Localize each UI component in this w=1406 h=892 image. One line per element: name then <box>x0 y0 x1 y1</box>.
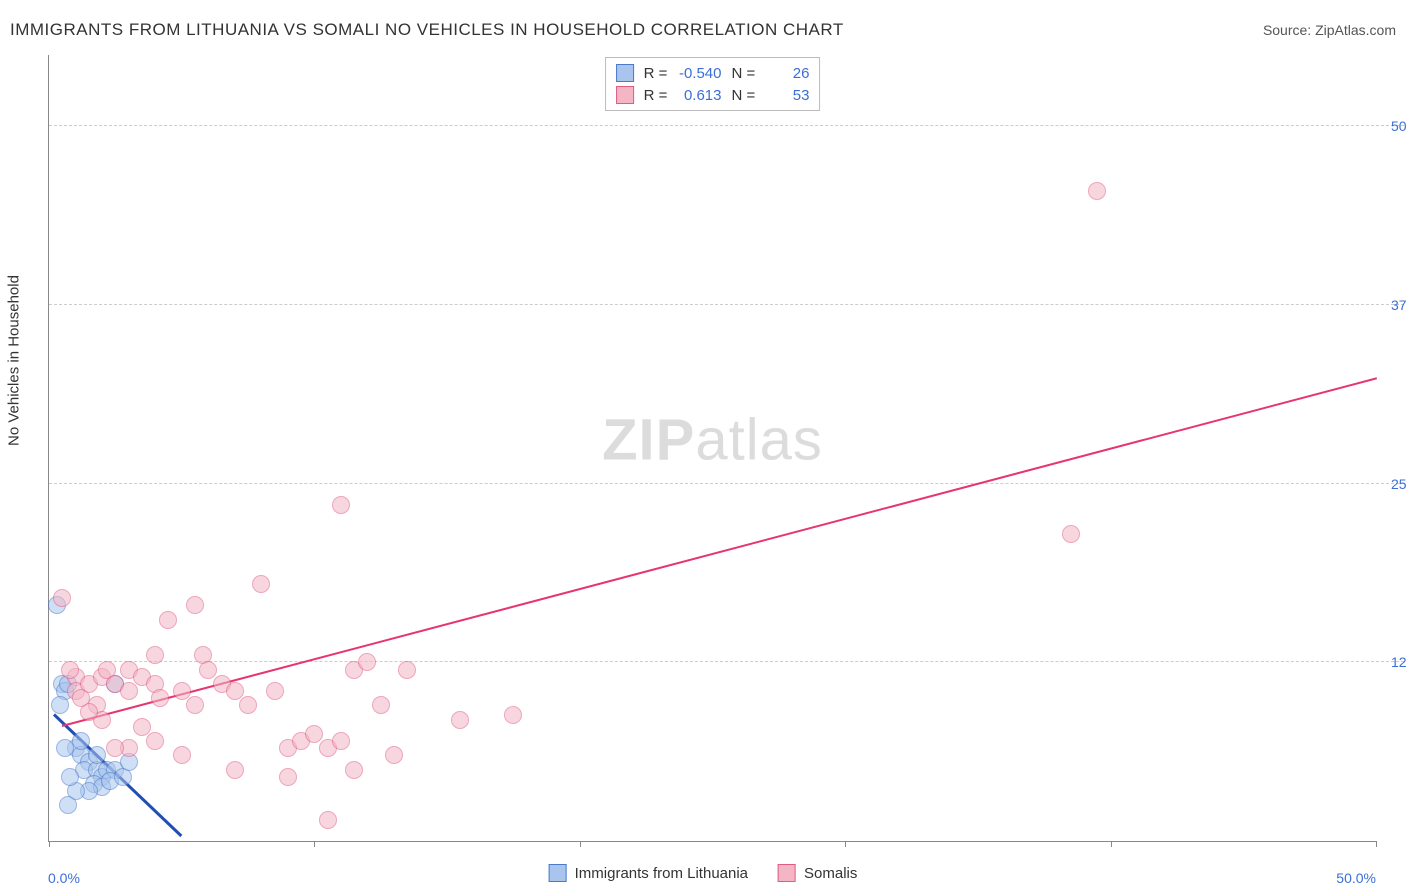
scatter-point <box>133 718 151 736</box>
legend-swatch <box>616 64 634 82</box>
scatter-point <box>146 646 164 664</box>
scatter-point <box>252 575 270 593</box>
scatter-point <box>451 711 469 729</box>
legend-correlation: R = -0.540 N = 26 R = 0.613 N = 53 <box>605 57 821 111</box>
scatter-point <box>146 732 164 750</box>
scatter-point <box>106 739 124 757</box>
legend-r: R = -0.540 <box>644 65 722 82</box>
x-tick <box>1111 841 1112 847</box>
scatter-point <box>186 596 204 614</box>
gridline <box>49 661 1404 662</box>
scatter-point <box>173 682 191 700</box>
scatter-point <box>51 696 69 714</box>
gridline <box>49 483 1404 484</box>
scatter-point <box>305 725 323 743</box>
scatter-point <box>345 761 363 779</box>
y-tick-label: 37.5% <box>1391 297 1406 313</box>
legend-row: R = -0.540 N = 26 <box>616 62 810 84</box>
legend-n: N = 26 <box>732 65 810 82</box>
scatter-point <box>199 661 217 679</box>
scatter-point <box>120 682 138 700</box>
gridline <box>49 125 1404 126</box>
scatter-point <box>1088 182 1106 200</box>
scatter-point <box>372 696 390 714</box>
legend-item: Somalis <box>778 864 857 882</box>
scatter-point <box>72 689 90 707</box>
scatter-point <box>53 589 71 607</box>
scatter-point <box>61 661 79 679</box>
scatter-point <box>398 661 416 679</box>
y-axis-title: No Vehicles in Household <box>6 275 23 446</box>
scatter-point <box>59 796 77 814</box>
x-tick <box>49 841 50 847</box>
legend-label: Immigrants from Lithuania <box>575 865 748 882</box>
chart-container: IMMIGRANTS FROM LITHUANIA VS SOMALI NO V… <box>0 0 1406 892</box>
scatter-point <box>226 682 244 700</box>
scatter-point <box>186 696 204 714</box>
legend-row: R = 0.613 N = 53 <box>616 84 810 106</box>
x-tick <box>580 841 581 847</box>
x-axis-max-label: 50.0% <box>1336 870 1376 886</box>
x-tick <box>845 841 846 847</box>
scatter-point <box>56 739 74 757</box>
scatter-point <box>319 811 337 829</box>
scatter-point <box>61 768 79 786</box>
y-tick-label: 25.0% <box>1391 476 1406 492</box>
watermark-bold: ZIP <box>602 408 695 473</box>
legend-r: R = 0.613 <box>644 87 722 104</box>
trend-line <box>62 377 1377 727</box>
scatter-point <box>226 761 244 779</box>
watermark-rest: atlas <box>695 408 823 473</box>
scatter-point <box>72 732 90 750</box>
scatter-point <box>88 746 106 764</box>
scatter-point <box>151 689 169 707</box>
y-tick-label: 12.5% <box>1391 654 1406 670</box>
legend-series: Immigrants from Lithuania Somalis <box>549 864 858 882</box>
x-tick <box>314 841 315 847</box>
scatter-point <box>1062 525 1080 543</box>
x-tick <box>1376 841 1377 847</box>
legend-label: Somalis <box>804 865 857 882</box>
y-tick-label: 50.0% <box>1391 118 1406 134</box>
scatter-point <box>504 706 522 724</box>
legend-swatch <box>778 864 796 882</box>
chart-title: IMMIGRANTS FROM LITHUANIA VS SOMALI NO V… <box>10 20 844 40</box>
legend-swatch <box>549 864 567 882</box>
scatter-point <box>239 696 257 714</box>
legend-n: N = 53 <box>732 87 810 104</box>
watermark: ZIPatlas <box>602 407 823 474</box>
source-label: Source: ZipAtlas.com <box>1263 22 1396 38</box>
scatter-point <box>279 768 297 786</box>
x-axis-min-label: 0.0% <box>48 870 80 886</box>
scatter-point <box>332 496 350 514</box>
scatter-point <box>159 611 177 629</box>
gridline <box>49 304 1404 305</box>
legend-item: Immigrants from Lithuania <box>549 864 748 882</box>
scatter-point <box>358 653 376 671</box>
plot-area: ZIPatlas R = -0.540 N = 26 R = 0.613 N = 53… <box>48 55 1376 842</box>
scatter-point <box>173 746 191 764</box>
legend-swatch <box>616 86 634 104</box>
title-bar: IMMIGRANTS FROM LITHUANIA VS SOMALI NO V… <box>10 18 1396 42</box>
scatter-point <box>266 682 284 700</box>
scatter-point <box>332 732 350 750</box>
scatter-point <box>385 746 403 764</box>
